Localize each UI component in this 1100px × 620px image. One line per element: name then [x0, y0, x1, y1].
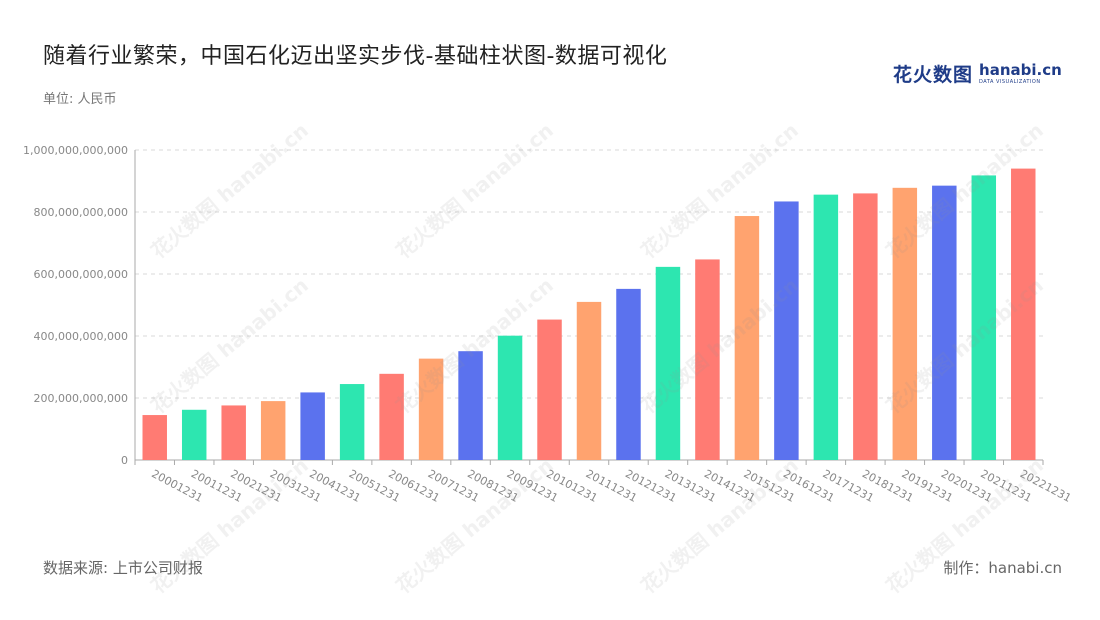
bar — [932, 185, 957, 460]
y-tick-label: 800,000,000,000 — [34, 206, 128, 219]
bar — [892, 187, 918, 460]
bar — [181, 409, 207, 460]
data-source: 数据来源: 上市公司财报 — [43, 559, 203, 577]
bar — [576, 301, 602, 460]
bar — [695, 259, 720, 460]
bar — [300, 392, 325, 460]
bar — [418, 358, 444, 460]
bar — [1011, 168, 1036, 460]
logo-en-block: hanabi.cn DATA VISUALIZATION — [979, 60, 1062, 85]
unit-label: 单位: 人民币 — [43, 92, 117, 107]
bar — [734, 216, 760, 460]
logo-cn-text: 花火数图 — [893, 64, 974, 86]
bar — [379, 373, 404, 460]
bar — [260, 401, 286, 460]
bar — [537, 319, 562, 460]
bar — [971, 175, 997, 461]
bar — [853, 193, 878, 460]
y-tick-label: 0 — [121, 454, 128, 467]
y-tick-label: 400,000,000,000 — [34, 330, 128, 343]
y-tick-label: 600,000,000,000 — [34, 268, 128, 281]
bar — [458, 351, 483, 460]
bar — [774, 201, 799, 460]
y-tick-label: 1,000,000,000,000 — [23, 144, 128, 157]
logo-en-text: hanabi.cn — [979, 60, 1062, 79]
maker-credit: 制作：hanabi.cn — [943, 559, 1062, 577]
bar — [497, 335, 523, 460]
chart-title: 随着行业繁荣，中国石化迈出坚实步伐-基础柱状图-数据可视化 — [43, 44, 668, 69]
bar — [655, 266, 681, 460]
y-tick-label: 200,000,000,000 — [34, 392, 128, 405]
brand-logo: 花火数图 hanabi.cn DATA VISUALIZATION — [893, 60, 1062, 87]
bar — [813, 194, 839, 460]
bar — [339, 384, 365, 460]
bar — [616, 288, 641, 460]
logo-sub-text: DATA VISUALIZATION — [979, 78, 1041, 85]
bar — [221, 405, 246, 460]
bar — [142, 415, 167, 460]
